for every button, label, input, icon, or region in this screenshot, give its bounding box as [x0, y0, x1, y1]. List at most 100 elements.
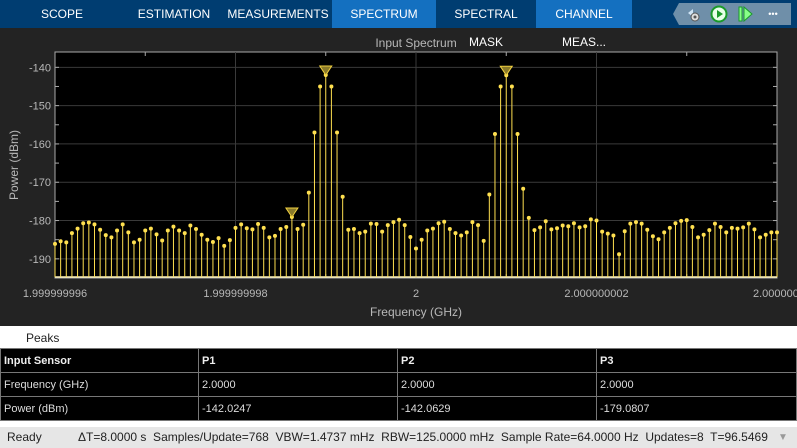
- header-p3: P3: [596, 348, 797, 373]
- stem-point: [447, 226, 452, 231]
- stem-point: [391, 220, 396, 225]
- stem-point: [171, 224, 176, 229]
- stem-point: [312, 130, 317, 135]
- stem-point: [160, 238, 165, 243]
- peaks-panel: Peaks Input Sensor P1 P2 P3 Frequency (G…: [0, 326, 797, 427]
- stem-point: [481, 238, 486, 243]
- stem-point: [724, 230, 729, 235]
- stem-point: [278, 226, 283, 231]
- stem-point: [58, 239, 63, 244]
- stem-point: [679, 218, 684, 223]
- tab-estimation[interactable]: ESTIMATION: [137, 7, 211, 21]
- stem-point: [103, 233, 108, 238]
- tab-spectrum[interactable]: SPECTRUM: [332, 0, 436, 28]
- stem-point: [543, 219, 548, 224]
- tab-channel-measurements[interactable]: CHANNEL MEAS...: [536, 0, 632, 49]
- stem-point: [571, 221, 576, 226]
- x-tick-label: 2: [413, 288, 419, 300]
- stem-point: [526, 215, 531, 220]
- cell: -142.0629: [397, 396, 597, 421]
- cell: -179.0807: [596, 396, 797, 421]
- stem-point: [126, 230, 131, 235]
- stem-point: [351, 226, 356, 231]
- stem-point: [120, 222, 125, 227]
- stem-point: [86, 220, 91, 225]
- stem-point: [600, 229, 605, 234]
- run-icon[interactable]: [709, 3, 729, 25]
- y-tick-label: -180: [29, 216, 51, 228]
- row-label: Frequency (GHz): [0, 372, 199, 397]
- cell: 2.0000: [397, 372, 597, 397]
- status-state: Ready: [7, 430, 42, 444]
- stem-point: [617, 252, 622, 257]
- y-tick-label: -150: [29, 101, 51, 113]
- stem-point: [216, 236, 221, 241]
- stem-point: [464, 230, 469, 235]
- stem-point: [239, 222, 244, 227]
- stem-point: [233, 225, 238, 230]
- table-row: Frequency (GHz) 2.0000 2.0000 2.0000: [0, 372, 797, 397]
- stem-point: [75, 226, 80, 231]
- stem-point: [380, 229, 385, 234]
- header-input-sensor: Input Sensor: [0, 348, 199, 373]
- stem-point: [633, 220, 638, 225]
- tab-measurements[interactable]: MEASUREMENTS: [227, 7, 329, 21]
- expand-icon[interactable]: ▼: [778, 432, 788, 443]
- peak-marker-p2: [499, 65, 514, 77]
- header-p1: P1: [198, 348, 398, 373]
- stem-point: [487, 192, 492, 197]
- stem-point: [662, 230, 667, 235]
- x-tick-label: 1.999999996: [23, 288, 87, 300]
- y-tick-label: -160: [29, 139, 51, 151]
- tab-scope[interactable]: SCOPE: [40, 7, 83, 21]
- spectrum-plot: Input Spectrum -140-150-160-170-180-190 …: [7, 36, 797, 319]
- stem-point: [430, 226, 435, 231]
- stem-point: [690, 225, 695, 230]
- stem-point: [673, 221, 678, 226]
- tab-spectral-mask[interactable]: SPECTRAL MASK: [454, 7, 518, 49]
- stem-point: [763, 232, 768, 237]
- stem-point: [109, 235, 114, 240]
- stem-point: [470, 220, 475, 225]
- x-tick-label: 2.000000002: [564, 288, 628, 300]
- step-forward-icon[interactable]: [735, 3, 755, 25]
- stem-point: [718, 225, 723, 230]
- stem-point: [577, 225, 582, 230]
- settings-icon[interactable]: [683, 3, 703, 25]
- chart-title: Input Spectrum: [375, 36, 456, 50]
- stem-point: [143, 228, 148, 233]
- stem-point: [498, 84, 503, 89]
- stem-point: [188, 223, 193, 228]
- stem-point: [244, 226, 249, 231]
- stem-point: [306, 190, 311, 195]
- stem-point: [639, 221, 644, 226]
- stem-point: [769, 230, 774, 235]
- stem-point: [182, 231, 187, 236]
- stem-point: [414, 246, 418, 251]
- stem-point: [611, 233, 616, 238]
- stem-point: [131, 240, 136, 245]
- stem-point: [588, 217, 593, 222]
- stem-point: [177, 228, 182, 233]
- stem-point: [453, 231, 458, 236]
- stem-point: [397, 217, 402, 222]
- stem-point: [98, 227, 103, 232]
- stem-point: [222, 243, 227, 248]
- stem-point: [329, 84, 334, 89]
- stem-point: [667, 225, 672, 230]
- stem-point: [741, 225, 746, 230]
- stem-point: [374, 221, 379, 226]
- stem-point: [368, 221, 373, 226]
- stem-point: [492, 131, 497, 136]
- stem-point: [532, 228, 537, 233]
- stem-point: [628, 221, 633, 226]
- stem-point: [476, 223, 481, 228]
- stem-point: [64, 240, 69, 245]
- stem-point: [154, 232, 159, 237]
- stem-point: [318, 84, 323, 89]
- more-icon[interactable]: •••: [768, 9, 778, 19]
- stem-point: [622, 229, 627, 234]
- stem-point: [402, 223, 407, 228]
- stem-point: [115, 228, 120, 233]
- stem-point: [363, 229, 368, 234]
